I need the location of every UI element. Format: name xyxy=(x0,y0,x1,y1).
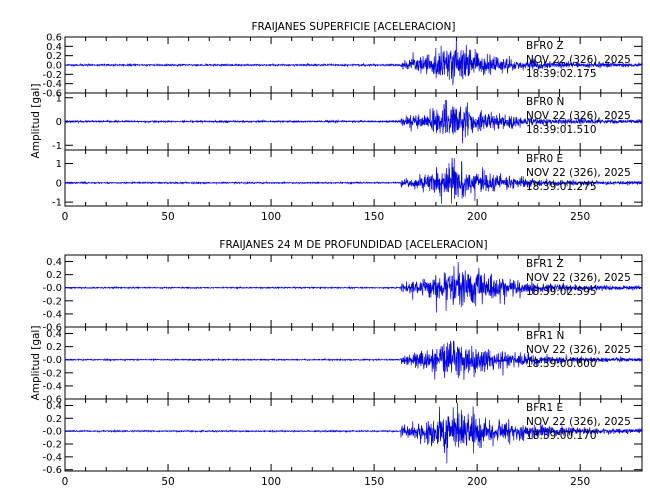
x-tick-label: 250 xyxy=(570,476,590,488)
y-tick-label: -0.2 xyxy=(42,70,62,81)
y-tick-label: -0.2 xyxy=(42,368,62,379)
trace-annotation: BFR1 N xyxy=(526,330,564,342)
y-tick-label: -0.4 xyxy=(42,381,62,392)
y-tick-label: 0.6 xyxy=(46,33,62,44)
trace-panel-bfr1-n: 0.4 0.2 -0.0 -0.2 -0.4 -0.6 BFR1 N NOV 22 (326)… xyxy=(42,326,643,406)
x-tick-label: 200 xyxy=(467,476,487,488)
trace-annotation: BFR1 Z xyxy=(526,258,564,270)
trace-annotation: NOV 22 (326), 2025 xyxy=(526,344,631,356)
trace-annotation: NOV 22 (326), 2025 xyxy=(526,272,631,284)
trace-annotation: NOV 22 (326), 2025 xyxy=(526,416,631,428)
trace-panel-bfr0-n: 1 0 -1 BFR0 N NOV 22 (326), 2025 18:39:01.510 xyxy=(52,92,643,152)
y-tick-label: 0.4 xyxy=(46,257,62,268)
chart-title: FRAIJANES 24 M DE PROFUNDIDAD [ACELERACI… xyxy=(219,239,487,251)
trace-annotation: 18:39:01.275 xyxy=(526,181,597,193)
y-tick-label: 0 xyxy=(56,117,62,128)
x-tick-label: 200 xyxy=(467,211,487,223)
trace-annotation: 18:39:02.595 xyxy=(526,286,597,298)
trace-panel-bfr1-e: 0.4 0.2 -0.0 -0.2-0.4 -0.6 BFR1 E NOV 22 (326)… xyxy=(42,398,643,476)
trace-annotation: 18:39:00.170 xyxy=(526,430,597,442)
y-tick-label: -0.6 xyxy=(42,323,62,334)
y-tick-label: 1 xyxy=(56,93,62,104)
waveform-trace xyxy=(64,402,643,464)
trace-annotation: NOV 22 (326), 2025 xyxy=(526,54,631,66)
y-tick-label: 0.0 xyxy=(46,61,62,72)
y-tick-label: 0.2 xyxy=(46,342,62,353)
x-tick-label: 150 xyxy=(364,476,384,488)
y-tick-label: -0.6 xyxy=(42,395,62,406)
y-tick-label: -0.0 xyxy=(42,283,62,294)
y-tick-label: -0.4 xyxy=(42,309,62,320)
y-axis-label: Amplitud [gal] xyxy=(30,326,42,401)
y-tick-label: -0.4 xyxy=(42,452,62,463)
x-tick-label: 0 xyxy=(62,476,69,488)
y-tick-label: -0.6 xyxy=(42,89,62,100)
y-tick-label: -1 xyxy=(52,198,62,209)
trace-annotation: NOV 22 (326), 2025 xyxy=(526,167,631,179)
y-tick-label: -0.2 xyxy=(42,440,62,451)
waveform-trace xyxy=(64,157,643,204)
y-axis-label: Amplitud [gal] xyxy=(30,84,42,159)
x-tick-label: 100 xyxy=(261,476,281,488)
y-tick-label: 0 xyxy=(56,178,62,189)
x-tick-label: 50 xyxy=(161,211,174,223)
y-tick-label: -0.2 xyxy=(42,296,62,307)
trace-annotation: 18:39:01.510 xyxy=(526,124,597,136)
trace-panel-bfr0-z: 0.60.40.20.0-0.2-0.4-0.6 BFR0 Z NOV 22 (32… xyxy=(42,33,643,100)
trace-annotation: BFR0 E xyxy=(526,153,563,165)
y-tick-label: -0.0 xyxy=(42,355,62,366)
chart-title: FRAIJANES SUPERFICIE [ACELERACION] xyxy=(252,21,456,33)
trace-panel-bfr0-e: 1 0 -1 BFR0 E NOV 22 (326), 2025 18:39:01.275 xyxy=(52,149,643,209)
trace-annotation: BFR0 N xyxy=(526,96,564,108)
y-tick-label: 0.2 xyxy=(46,414,62,425)
trace-annotation: BFR0 Z xyxy=(526,40,564,52)
x-tick-label: 100 xyxy=(261,211,281,223)
y-tick-label: 0.2 xyxy=(46,270,62,281)
waveform-trace xyxy=(64,340,643,380)
trace-annotation: BFR1 E xyxy=(526,402,563,414)
y-tick-label: -1 xyxy=(52,141,62,152)
y-tick-label: -0.0 xyxy=(42,427,62,438)
waveform-trace xyxy=(64,37,643,86)
trace-annotation: 18:39:00.600 xyxy=(526,358,597,370)
y-tick-label: 0.4 xyxy=(46,42,62,53)
y-tick-label: 0.4 xyxy=(46,401,62,412)
y-tick-label: 1 xyxy=(56,159,62,170)
waveform-trace xyxy=(64,99,643,144)
x-tick-label: 150 xyxy=(364,211,384,223)
y-tick-label: 0.2 xyxy=(46,51,62,62)
y-tick-label: 0.4 xyxy=(46,329,62,340)
trace-annotation: NOV 22 (326), 2025 xyxy=(526,110,631,122)
x-tick-label: 250 xyxy=(570,211,590,223)
y-tick-label: -0.6 xyxy=(42,465,62,476)
waveform-trace xyxy=(64,262,643,313)
y-tick-label: -0.4 xyxy=(42,79,62,90)
x-tick-label: 50 xyxy=(161,476,174,488)
trace-panel-bfr1-z: 0.4 0.2 -0.0 -0.2 -0.4 -0.6 BFR1 Z NOV 22 (326)… xyxy=(42,254,643,334)
x-tick-label: 0 xyxy=(62,211,69,223)
trace-annotation: 18:39:02.175 xyxy=(526,68,597,80)
